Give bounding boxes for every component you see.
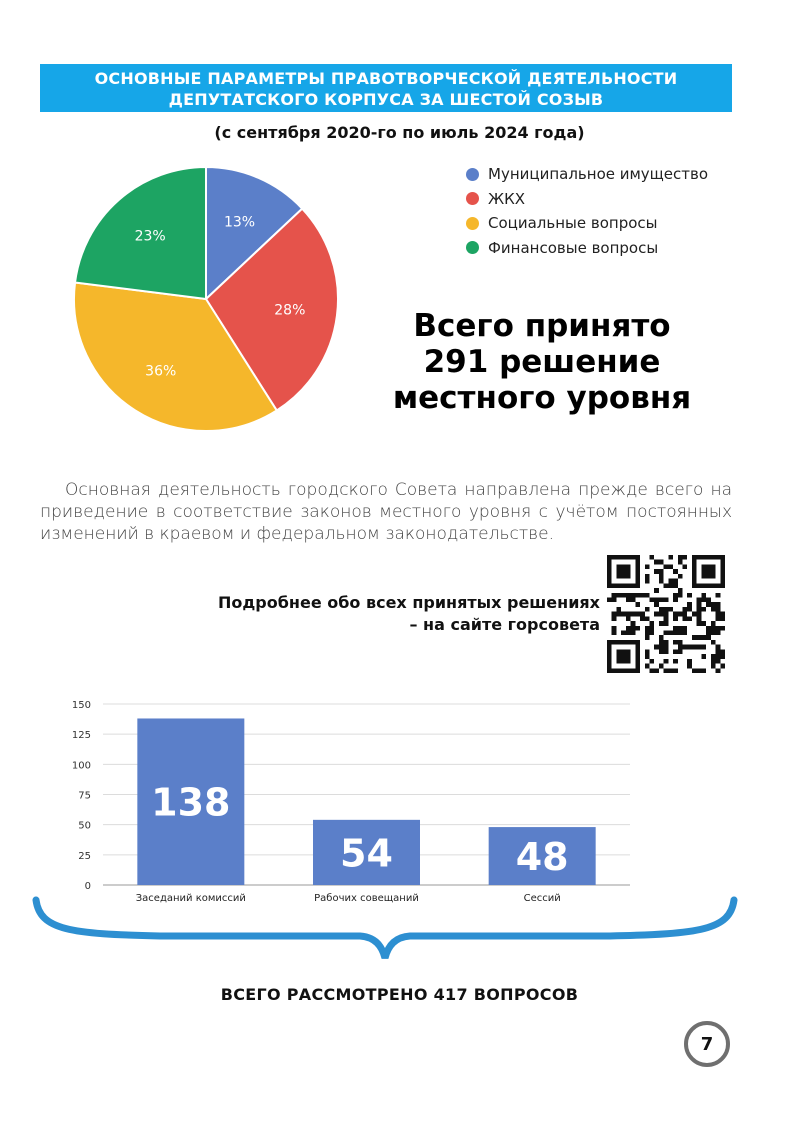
legend-item-social: Социальные вопросы <box>466 211 708 236</box>
legend-item-financial: Финансовые вопросы <box>466 236 708 261</box>
legend-item-housing: ЖКХ <box>466 187 708 212</box>
y-tick-label: 125 <box>72 730 91 741</box>
legend-swatch <box>466 216 479 230</box>
bar-value-label: 138 <box>151 781 230 825</box>
legend-label: Социальные вопросы <box>488 214 658 233</box>
page-number: 7 <box>684 1021 730 1067</box>
bar-commission-meetings <box>137 718 245 885</box>
pie-slice-municipal-property <box>205 165 304 302</box>
decisions-total-line-3: местного уровня <box>392 380 692 416</box>
legend-label: Финансовые вопросы <box>488 238 659 257</box>
bar-value-label: 54 <box>340 831 393 875</box>
qr-code[interactable] <box>607 555 725 673</box>
legend-label: Муниципальное имущество <box>488 165 709 184</box>
y-tick-label: 0 <box>85 881 91 892</box>
x-category-label: Сессий <box>524 893 561 904</box>
decisions-total: Всего принято 291 решение местного уровн… <box>372 308 712 416</box>
qr-caption: Подробнее обо всех принятых решениях – н… <box>150 592 600 636</box>
pie-label-municipal-property: 13% <box>224 214 255 230</box>
pie-label-social: 36% <box>145 363 176 379</box>
legend-swatch <box>466 241 479 255</box>
pie-legend: Муниципальное имущество ЖКХ Социальные воп… <box>466 162 708 260</box>
y-tick-label: 150 <box>72 700 91 711</box>
bar-sessions <box>488 827 596 885</box>
questions-total: ВСЕГО РАССМОТРЕНО 417 ВОПРОСОВ <box>220 985 579 1004</box>
legend-item-municipal-property: Муниципальное имущество <box>466 162 708 187</box>
qr-caption-line-1: Подробнее обо всех принятых решениях <box>217 593 600 612</box>
y-tick-label: 75 <box>78 791 91 802</box>
bar-value-label: 48 <box>516 835 569 879</box>
qr-finder-bottom-left <box>607 639 641 673</box>
legend-label: ЖКХ <box>488 189 526 208</box>
title-line-2: ДЕПУТАТСКОГО КОРПУСА ЗА ШЕСТОЙ СОЗЫВ <box>168 90 604 109</box>
period-subtitle: (с сентября 2020-го по июль 2024 года) <box>214 123 585 142</box>
decisions-total-line-1: Всего принято <box>413 308 671 344</box>
qr-finder-top-left <box>607 555 641 589</box>
decisions-total-line-2: 291 решение <box>423 344 661 380</box>
bar-chart: 0 25 50 75 100 125 150 138 Заседаний комиссий 54 Р… <box>72 700 630 904</box>
pie-chart: 13% 28% 36% 23% <box>73 165 339 432</box>
pie-slice-housing <box>204 207 339 412</box>
bar-working-meetings <box>313 819 420 885</box>
title-line-1: ОСНОВНЫЕ ПАРАМЕТРЫ ПРАВОТВОРЧЕСКОЙ ДЕЯТЕ… <box>94 69 678 88</box>
title-banner: ОСНОВНЫЕ ПАРАМЕТРЫ ПРАВОТВОРЧЕСКОЙ ДЕЯТЕ… <box>40 64 732 112</box>
x-category-label: Рабочих совещаний <box>314 893 419 904</box>
y-tick-label: 25 <box>78 851 91 862</box>
curly-brace <box>32 896 738 959</box>
description-paragraph: Основная деятельность городского Совета … <box>40 480 732 544</box>
legend-swatch <box>466 192 479 206</box>
legend-swatch <box>466 167 479 181</box>
y-tick-label: 50 <box>78 821 91 832</box>
pie-label-financial: 23% <box>135 229 166 245</box>
pie-slice-social <box>73 281 279 432</box>
pie-slice-financial <box>73 165 207 301</box>
pie-label-housing: 28% <box>274 303 305 319</box>
y-tick-label: 100 <box>72 760 91 771</box>
qr-finder-top-right <box>691 555 725 589</box>
x-category-label: Заседаний комиссий <box>136 893 246 904</box>
qr-modules <box>607 555 725 673</box>
qr-caption-line-2: – на сайте горсовета <box>409 615 600 634</box>
